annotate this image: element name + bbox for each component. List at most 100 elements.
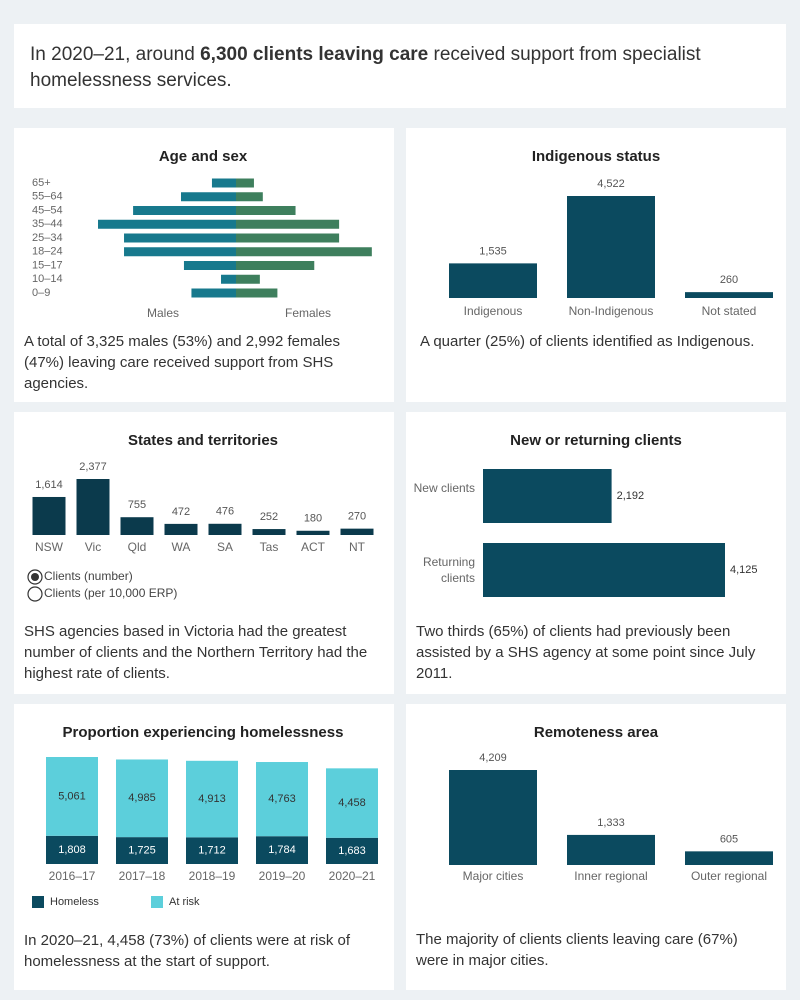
category-label: ACT <box>301 540 326 554</box>
value-label: 476 <box>216 506 234 518</box>
caption: In 2020–21, 4,458 (73%) of clients were … <box>24 932 351 970</box>
headline-subject: clients leaving care <box>247 44 429 65</box>
value-label: 2,192 <box>617 490 645 502</box>
category-label: New clients <box>413 481 475 495</box>
bar <box>236 178 254 188</box>
category-label: Returning clients <box>422 555 475 585</box>
value-label: 1,808 <box>58 844 86 856</box>
legend-swatch <box>32 896 44 908</box>
radio-label[interactable]: Clients (number) <box>44 569 133 583</box>
row-label: 45–54 <box>32 204 63 216</box>
caption: The majority of clients clients leaving … <box>416 931 738 969</box>
value-label: 4,985 <box>128 792 156 804</box>
value-label: 270 <box>348 511 366 523</box>
bar <box>124 247 236 257</box>
chart-title: Age and sex <box>159 148 248 165</box>
row-label: 10–14 <box>32 273 63 285</box>
bar <box>236 274 260 284</box>
category-label: Inner regional <box>574 869 647 883</box>
value-label: 1,614 <box>35 479 63 491</box>
chart-title: New or returning clients <box>510 432 682 449</box>
panel: New or returning clients 2,192 4,125 Two t… <box>406 412 786 694</box>
bar <box>221 274 236 284</box>
value-label: 755 <box>128 499 146 511</box>
row-label: 55–64 <box>32 191 63 203</box>
chart-title: Indigenous status <box>532 148 660 165</box>
panel: Age and sex 65+ 55–64 45–54 35–44 25–34 18–24 1… <box>14 128 394 402</box>
radio-option[interactable]: Clients (per 10,000 ERP) <box>27 586 177 602</box>
chart-title: States and territories <box>128 432 278 449</box>
value-label: 180 <box>304 513 322 525</box>
bar <box>191 288 236 298</box>
bar-segment <box>46 835 98 864</box>
header-panel: In 2020–21, around 6,300 clients leaving… <box>14 24 786 108</box>
bar <box>211 178 236 188</box>
bar <box>236 206 296 215</box>
panel: Remoteness area 4,209 Major cities 1,333 Inn… <box>406 704 786 990</box>
value-label: 2,377 <box>79 461 107 473</box>
value-label: 4,763 <box>268 793 296 805</box>
category-label: NSW <box>35 540 64 554</box>
value-label: 4,522 <box>597 178 625 190</box>
value-label: 1,712 <box>198 845 226 857</box>
category-label: Major cities <box>463 869 524 883</box>
category-label: 2019–20 <box>259 869 306 883</box>
chart-title: Remoteness area <box>534 724 659 741</box>
row-label: 18–24 <box>32 246 63 258</box>
bar <box>567 834 655 865</box>
chart-title: Proportion experiencing homelessness <box>63 724 344 741</box>
value-label: 4,913 <box>198 793 226 805</box>
bar <box>252 529 286 535</box>
bar <box>236 261 315 270</box>
bar <box>120 517 154 535</box>
headline-number: 6,300 <box>200 44 248 65</box>
row-label: 25–34 <box>32 232 63 244</box>
bar <box>685 851 773 865</box>
value-label: 605 <box>720 833 738 845</box>
value-label: 4,209 <box>479 752 507 764</box>
category-label: 2017–18 <box>119 869 166 883</box>
value-label: 1,683 <box>338 845 366 857</box>
bar <box>296 530 330 535</box>
bar <box>236 192 263 202</box>
bar-segment <box>186 760 238 838</box>
category-label: Tas <box>260 540 279 554</box>
category-label: Indigenous <box>464 304 523 318</box>
bar <box>183 261 236 270</box>
bar <box>483 543 725 597</box>
value-label: 4,125 <box>730 564 758 576</box>
bar <box>236 288 278 298</box>
caption: A quarter (25%) of clients identified as… <box>420 333 755 350</box>
bar-segment <box>326 768 378 838</box>
legend-label: At risk <box>169 896 200 908</box>
value-label: 5,061 <box>58 790 86 802</box>
category-label: 2020–21 <box>329 869 376 883</box>
category-label: Non-Indigenous <box>569 304 654 318</box>
bar <box>32 496 66 535</box>
category-label: Outer regional <box>691 869 767 883</box>
category-label: 2018–19 <box>189 869 236 883</box>
panel: Proportion experiencing homelessness 1,80… <box>14 704 394 990</box>
caption: A total of 3,325 males (53%) and 2,992 f… <box>24 333 341 392</box>
bar <box>236 247 372 257</box>
radio-option[interactable]: Clients (number) <box>27 569 133 585</box>
bar <box>180 192 236 202</box>
row-label: 0–9 <box>32 287 50 299</box>
headline-text: In 2020–21, around <box>30 44 201 65</box>
row-label: 35–44 <box>32 218 63 230</box>
legend-label: Homeless <box>50 896 99 908</box>
bar <box>98 219 236 229</box>
category-label: 2016–17 <box>49 869 96 883</box>
radio-label[interactable]: Clients (per 10,000 ERP) <box>44 586 177 600</box>
series-label: Males <box>147 306 179 320</box>
chart: States and territories 1,614 NSW 2,377 Vic 75… <box>27 432 374 602</box>
row-label: 15–17 <box>32 259 63 271</box>
value-label: 252 <box>260 511 278 523</box>
bar-segment <box>116 759 168 838</box>
panel: Indigenous status 1,535 Indigenous 4,522 Non… <box>406 128 786 402</box>
bar <box>449 263 537 298</box>
bar-segment <box>256 836 308 864</box>
bar-segment <box>326 837 378 864</box>
radio-button[interactable] <box>27 586 43 602</box>
bar-segment <box>116 837 168 864</box>
